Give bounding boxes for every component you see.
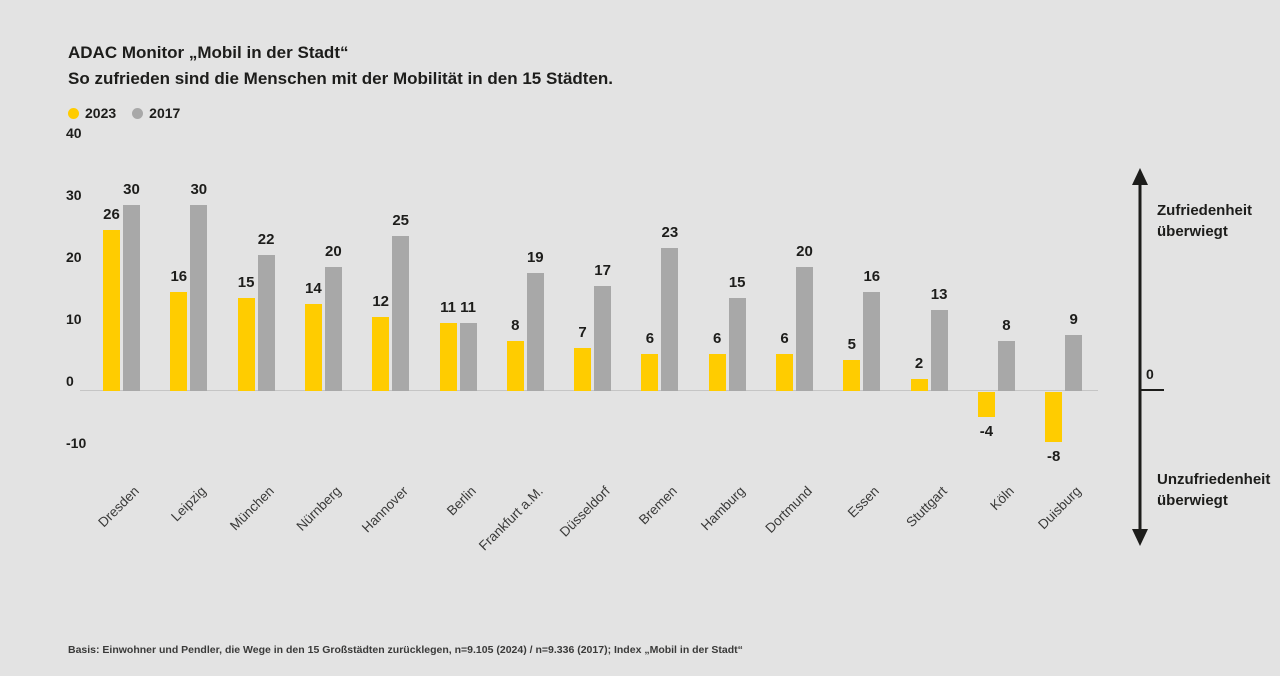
bar-2023-Hannover: [372, 316, 390, 391]
bar-2023-Leipzig: [170, 291, 188, 391]
x-axis-label-Düsseldorf: Düsseldorf: [556, 483, 614, 540]
chart-header: ADAC Monitor „Mobil in der Stadt“ So zuf…: [68, 40, 613, 92]
bar-2023-Bremen: [641, 353, 659, 391]
bar-2017-Frankfurt a.M.: [526, 273, 544, 391]
bar-2017-Dresden: [123, 205, 140, 391]
value-label-2017-Nürnberg: 20: [325, 243, 342, 260]
bar-2023-Köln: [977, 392, 995, 417]
x-axis-label-Bremen: Bremen: [636, 483, 681, 528]
bar-2017-Dortmund: [796, 267, 813, 391]
legend-item-2023: 2023: [68, 105, 116, 121]
value-label-2017-Berlin: 11: [460, 298, 476, 316]
value-label-2023-Duisburg: -8: [1047, 447, 1061, 465]
bar-2017-Stuttgart: [930, 310, 948, 391]
x-axis-label-München: München: [226, 483, 277, 534]
value-label-2017-Hannover: 25: [392, 212, 410, 229]
value-label-2017-Essen: 16: [863, 267, 881, 285]
bar-2017-Nürnberg: [324, 267, 342, 391]
x-axis-label-Hamburg: Hamburg: [697, 483, 748, 534]
value-label-2023-Berlin: 11: [440, 298, 456, 316]
value-label-2017-Frankfurt a.M.: 19: [526, 249, 544, 267]
value-label-2017-Hamburg: 15: [728, 274, 746, 291]
bar-2023-Stuttgart: [910, 378, 928, 391]
annotation-satisfaction-dominates: Zufriedenheit überwiegt: [1157, 202, 1253, 240]
bar-2017-München: [257, 254, 275, 391]
value-label-2017-Duisburg: 9: [1069, 311, 1078, 329]
value-label-2017-Köln: 8: [1002, 317, 1011, 335]
legend-label-2017: 2017: [149, 105, 181, 121]
legend-dot-2023-icon: [68, 107, 79, 119]
x-axis-label-Berlin: Berlin: [443, 483, 479, 519]
bar-2023-Berlin: [439, 322, 457, 391]
value-label-2023-Frankfurt a.M.: 8: [511, 317, 520, 335]
value-label-2023-Nürnberg: 14: [305, 280, 322, 298]
value-label-2023-Dresden: 26: [103, 205, 120, 223]
x-axis-label-Köln: Köln: [987, 483, 1017, 514]
value-label-2023-Hannover: 12: [372, 292, 390, 310]
annotation-zero-tick: [1141, 389, 1164, 391]
value-label-2017-Dortmund: 20: [796, 243, 813, 260]
chart-title: ADAC Monitor „Mobil in der Stadt“: [68, 43, 349, 62]
bar-2017-Berlin: [459, 322, 477, 391]
legend-label-2023: 2023: [85, 105, 117, 121]
source-note: Basis: Einwohner und Pendler, die Wege i…: [68, 644, 743, 656]
value-label-2023-Leipzig: 16: [170, 267, 188, 285]
bar-2023-Essen: [843, 360, 861, 391]
value-label-2023-Köln: -4: [979, 422, 994, 440]
y-axis-tick-label: 10: [66, 311, 82, 327]
bar-2017-Hannover: [392, 236, 410, 391]
value-label-2017-Düsseldorf: 17: [594, 261, 611, 279]
y-axis-tick-label: 40: [66, 125, 82, 141]
bar-2023-München: [237, 298, 255, 391]
annotation-zero-label: 0: [1146, 366, 1154, 382]
chart-legend: 2023 2017: [68, 105, 180, 121]
value-label-2023-Dortmund: 6: [780, 329, 789, 347]
bar-2017-Bremen: [661, 248, 679, 391]
bar-2017-Essen: [863, 291, 881, 391]
bar-2023-Dresden: [103, 229, 120, 391]
y-axis-tick-label: 20: [66, 249, 82, 265]
bar-2023-Dortmund: [776, 353, 793, 391]
x-axis-label-Leipzig: Leipzig: [168, 483, 210, 525]
y-axis-tick-label: 0: [66, 373, 74, 389]
bar-2017-Leipzig: [190, 205, 208, 391]
satisfaction-axis-arrow-icon: [1132, 168, 1148, 546]
x-axis-label-Nürnberg: Nürnberg: [293, 483, 344, 534]
chart-subtitle: So zufrieden sind die Menschen mit der M…: [68, 69, 614, 88]
annotation-dissatisfaction-dominates: Unzufriedenheit überwiegt: [1157, 471, 1271, 509]
x-axis-label-Frankfurt a.M.: Frankfurt a.M.: [475, 483, 546, 554]
value-label-2017-Dresden: 30: [123, 181, 140, 198]
x-axis-label-Essen: Essen: [845, 483, 883, 521]
bar-2017-Düsseldorf: [594, 285, 612, 391]
bar-2017-Köln: [997, 341, 1015, 391]
value-label-2017-Bremen: 23: [661, 224, 679, 242]
bar-2023-Düsseldorf: [574, 347, 592, 391]
x-axis-label-Stuttgart: Stuttgart: [902, 483, 950, 531]
bar-2017-Duisburg: [1065, 335, 1083, 391]
legend-dot-2017-icon: [132, 107, 144, 119]
bar-2023-Frankfurt a.M.: [506, 341, 524, 391]
bar-2023-Nürnberg: [304, 304, 322, 391]
value-label-2023-München: 15: [237, 274, 255, 291]
value-label-2017-Stuttgart: 13: [930, 286, 948, 304]
value-label-2017-München: 22: [257, 230, 275, 248]
x-axis-label-Duisburg: Duisburg: [1035, 483, 1085, 533]
value-label-2023-Bremen: 6: [645, 329, 655, 347]
bar-2023-Duisburg: [1045, 392, 1063, 442]
value-label-2023-Essen: 5: [847, 336, 856, 353]
bar-2017-Hamburg: [728, 298, 746, 391]
value-label-2017-Leipzig: 30: [190, 181, 208, 198]
legend-item-2017: 2017: [132, 105, 180, 121]
y-axis-tick-label: -10: [66, 435, 87, 451]
x-axis-label-Dortmund: Dortmund: [762, 483, 815, 536]
x-axis-label-Hannover: Hannover: [359, 483, 412, 536]
y-axis-tick-label: 30: [66, 187, 82, 203]
value-label-2023-Stuttgart: 2: [914, 354, 924, 372]
value-label-2023-Hamburg: 6: [713, 329, 722, 347]
value-label-2023-Düsseldorf: 7: [578, 323, 587, 341]
bar-2023-Hamburg: [708, 353, 726, 391]
